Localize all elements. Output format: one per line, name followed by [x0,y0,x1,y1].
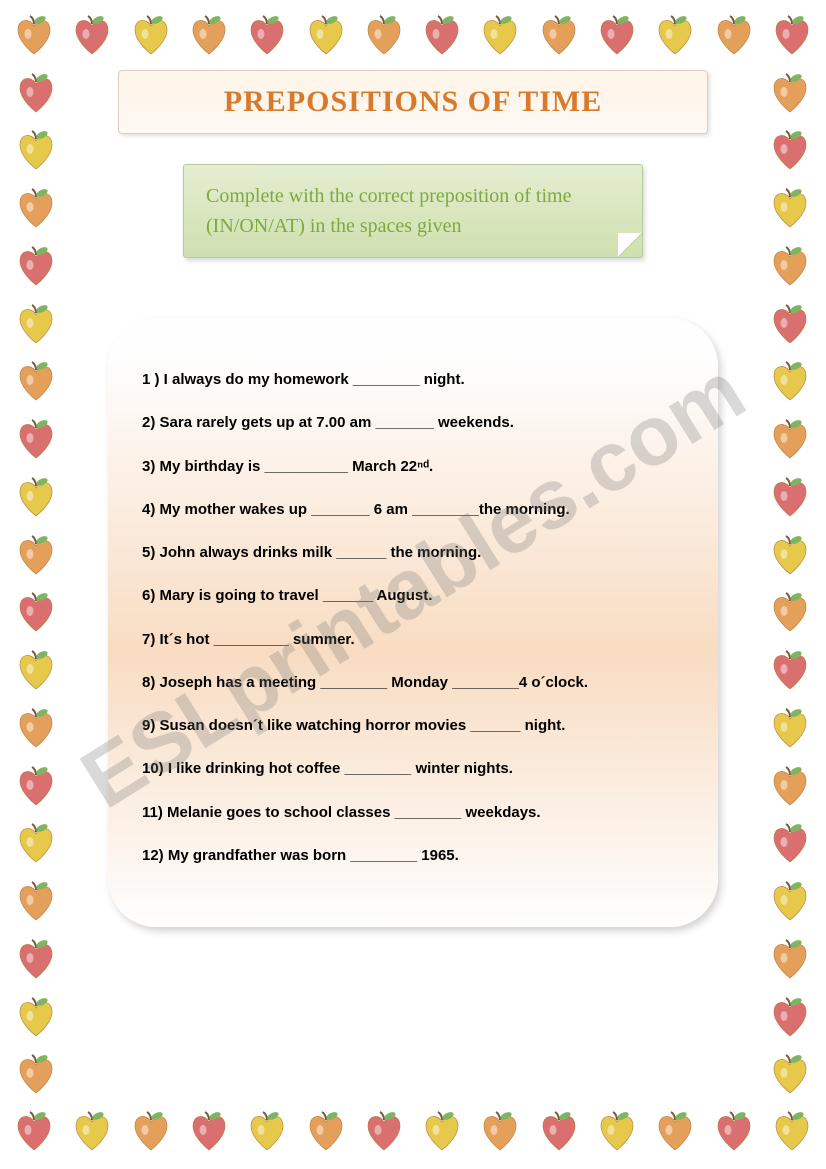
instructions-text: Complete with the correct preposition of… [206,181,620,241]
questions-box: 1 ) I always do my homework ________ nig… [108,318,718,927]
question-item: 12) My grandfather was born ________ 196… [142,844,684,867]
question-item: 7) It´s hot _________ summer. [142,628,684,651]
question-item: 2) Sara rarely gets up at 7.00 am ______… [142,411,684,434]
question-item: 6) Mary is going to travel ______ August… [142,584,684,607]
question-item: 10) I like drinking hot coffee ________ … [142,757,684,780]
title-box: PREPOSITIONS OF TIME [118,70,708,134]
page-fold-icon [618,233,642,257]
question-item: 8) Joseph has a meeting ________ Monday … [142,671,684,694]
question-item: 9) Susan doesn´t like watching horror mo… [142,714,684,737]
question-item: 11) Melanie goes to school classes _____… [142,801,684,824]
instructions-box: Complete with the correct preposition of… [183,164,643,258]
question-item: 3) My birthday is __________ March 22ⁿᵈ. [142,455,684,478]
question-item: 5) John always drinks milk ______ the mo… [142,541,684,564]
question-list: 1 ) I always do my homework ________ nig… [142,368,684,867]
question-item: 4) My mother wakes up _______ 6 am _____… [142,498,684,521]
page-title: PREPOSITIONS OF TIME [127,85,699,119]
question-item: 1 ) I always do my homework ________ nig… [142,368,684,391]
worksheet-page: PREPOSITIONS OF TIME Complete with the c… [0,0,826,1169]
